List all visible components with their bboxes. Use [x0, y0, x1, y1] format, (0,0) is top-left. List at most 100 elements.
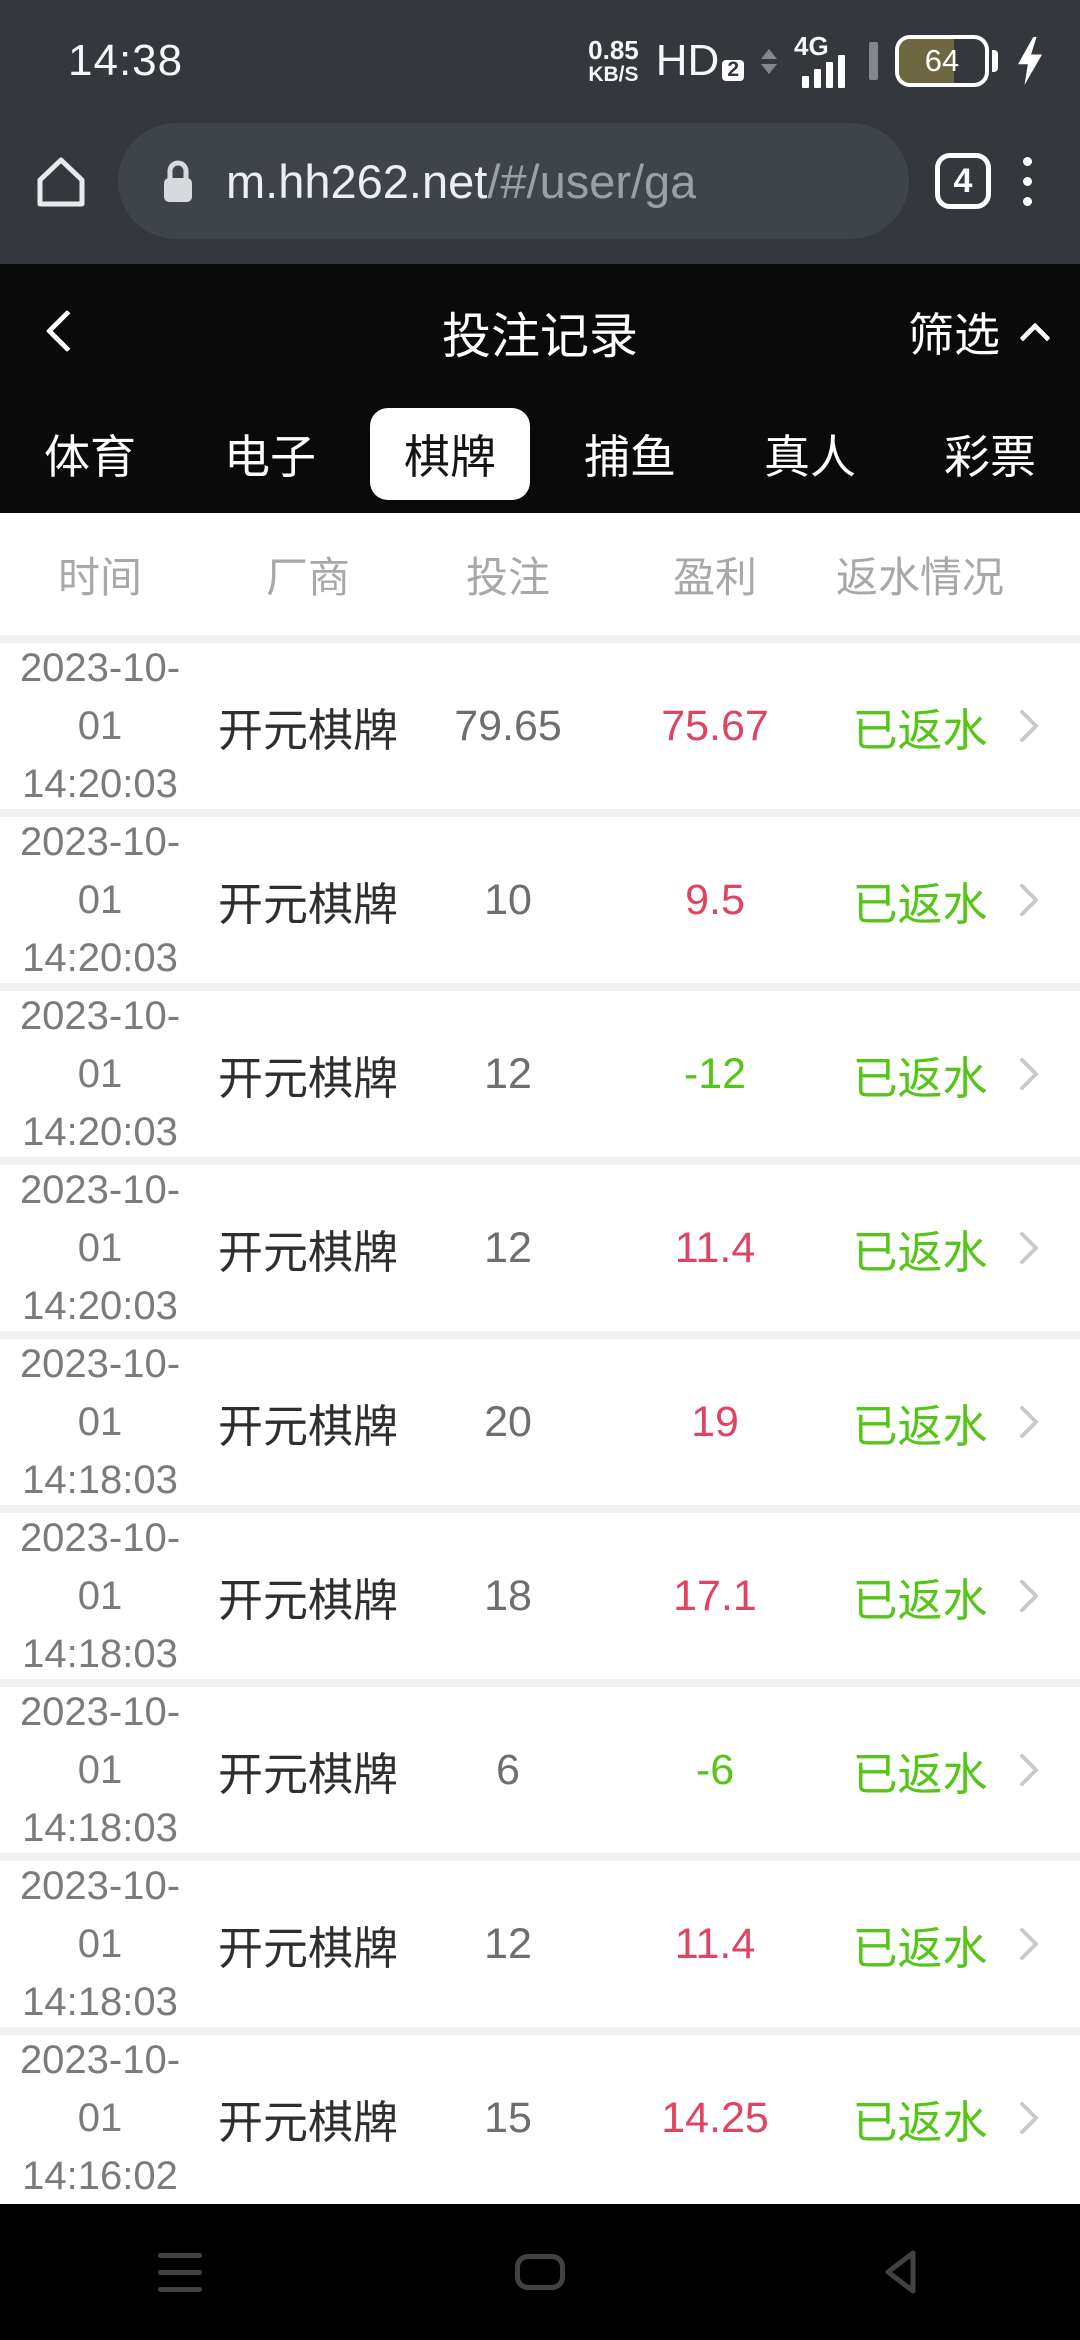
- col-header-profit: 盈利: [672, 553, 757, 601]
- bet-record-row[interactable]: 2023-10-01 14:18:03 开元棋牌 12 11.4 已返水: [0, 1853, 1080, 2027]
- nav-recents-button[interactable]: [0, 2252, 360, 2292]
- nav-recents-icon: [158, 2252, 202, 2292]
- record-time: 14:16:02: [22, 2154, 178, 2198]
- home-icon[interactable]: [30, 150, 92, 212]
- record-datetime: 2023-10-01 14:18:03: [0, 1857, 200, 2031]
- record-bet-amount: 12: [484, 1919, 532, 1968]
- category-tab-label: 电子: [224, 430, 316, 483]
- nav-back-icon: [885, 2250, 916, 2294]
- record-time: 14:20:03: [22, 936, 178, 980]
- category-tab[interactable]: 捕鱼: [540, 408, 720, 500]
- record-datetime: 2023-10-01 14:20:03: [0, 987, 200, 1161]
- bet-record-row[interactable]: 2023-10-01 14:18:03 开元棋牌 6 -6 已返水: [0, 1679, 1080, 1853]
- chevron-right-icon: [1005, 1405, 1039, 1439]
- bet-record-row[interactable]: 2023-10-01 14:18:03 开元棋牌 20 19 已返水: [0, 1331, 1080, 1505]
- url-path: /#/user/ga: [487, 154, 697, 208]
- bet-record-row[interactable]: 2023-10-01 14:20:03 开元棋牌 79.65 75.67 已返水: [0, 635, 1080, 809]
- battery-nub: [992, 50, 998, 72]
- sim2-signal-icon: [869, 42, 878, 80]
- chevron-right-icon: [1005, 1927, 1039, 1961]
- record-profit: -12: [683, 1049, 747, 1098]
- network-type-label: 4G: [794, 31, 829, 61]
- overflow-menu-icon[interactable]: [1023, 156, 1032, 206]
- category-tab[interactable]: 体育: [0, 408, 180, 500]
- record-profit: 14.25: [661, 2093, 769, 2142]
- hd-sub-badge: 2: [722, 59, 744, 81]
- col-header-rebate: 返水情况: [835, 553, 1004, 601]
- category-tab-label: 体育: [44, 430, 136, 483]
- record-rebate-status: 已返水: [852, 1052, 988, 1104]
- page-header: 投注记录 筛选: [0, 264, 1080, 400]
- lock-icon: [164, 160, 192, 202]
- chevron-right-icon: [1005, 709, 1039, 743]
- record-bet-amount: 12: [484, 1049, 532, 1098]
- record-profit: 19: [691, 1397, 739, 1446]
- category-tab[interactable]: 棋牌: [360, 407, 540, 500]
- record-profit: 75.67: [661, 701, 769, 750]
- category-tab-label: 彩票: [944, 430, 1036, 483]
- record-profit: 11.4: [674, 1223, 756, 1272]
- record-date: 2023-10-01: [19, 1168, 181, 1270]
- battery-icon: 64: [895, 35, 998, 87]
- record-vendor: 开元棋牌: [217, 704, 398, 756]
- category-tab-label: 棋牌: [370, 407, 530, 500]
- record-list: 2023-10-01 14:20:03 开元棋牌 79.65 75.67 已返水…: [0, 635, 1080, 2201]
- filter-button[interactable]: 筛选: [908, 299, 1051, 365]
- record-profit: 11.4: [674, 1919, 756, 1968]
- browser-toolbar: m.hh262.net/#/user/ga 4: [0, 108, 1080, 264]
- record-vendor: 开元棋牌: [217, 1922, 398, 1974]
- record-bet-amount: 10: [484, 875, 532, 924]
- record-datetime: 2023-10-01 14:20:03: [0, 1161, 200, 1335]
- bet-record-row[interactable]: 2023-10-01 14:16:02 开元棋牌 15 14.25 已返水: [0, 2027, 1080, 2201]
- bet-record-row[interactable]: 2023-10-01 14:20:03 开元棋牌 12 11.4 已返水: [0, 1157, 1080, 1331]
- record-date: 2023-10-01: [19, 646, 181, 748]
- chevron-right-icon: [1005, 2101, 1039, 2135]
- battery-fill: [899, 39, 955, 83]
- record-time: 14:18:03: [22, 1458, 178, 1502]
- record-vendor: 开元棋牌: [217, 1400, 398, 1452]
- bet-record-row[interactable]: 2023-10-01 14:20:03 开元棋牌 10 9.5 已返水: [0, 809, 1080, 983]
- record-vendor: 开元棋牌: [217, 1226, 398, 1278]
- record-date: 2023-10-01: [19, 994, 181, 1096]
- chevron-up-icon: [1019, 322, 1051, 354]
- record-date: 2023-10-01: [19, 1690, 181, 1792]
- record-datetime: 2023-10-01 14:20:03: [0, 639, 200, 813]
- record-time: 14:18:03: [22, 1980, 178, 2024]
- record-datetime: 2023-10-01 14:18:03: [0, 1683, 200, 1857]
- col-header-bet: 投注: [465, 553, 550, 601]
- category-tab[interactable]: 电子: [180, 408, 360, 500]
- record-rebate-status: 已返水: [852, 2096, 988, 2148]
- record-time: 14:18:03: [22, 1632, 178, 1676]
- network-speed-unit: KB/S: [588, 62, 639, 86]
- record-bet-amount: 20: [484, 1397, 532, 1446]
- content-filler: [0, 2201, 1080, 2204]
- bet-record-row[interactable]: 2023-10-01 14:18:03 开元棋牌 18 17.1 已返水: [0, 1505, 1080, 1679]
- android-nav-bar: [0, 2204, 1080, 2340]
- record-date: 2023-10-01: [19, 1516, 181, 1618]
- browser-chrome: 14:38 0.85 KB/S HD 2 4G 64: [0, 0, 1080, 264]
- record-rebate-status: 已返水: [852, 1400, 988, 1452]
- nav-home-button[interactable]: [360, 2254, 720, 2290]
- record-rebate-status: 已返水: [852, 704, 988, 756]
- category-tab[interactable]: 真人: [720, 408, 900, 500]
- chevron-right-icon: [1005, 1057, 1039, 1091]
- record-rebate-status: 已返水: [852, 878, 988, 930]
- record-time: 14:20:03: [22, 1284, 178, 1328]
- record-date: 2023-10-01: [19, 820, 181, 922]
- category-tab[interactable]: 彩票: [900, 408, 1080, 500]
- record-date: 2023-10-01: [19, 1864, 181, 1966]
- record-vendor: 开元棋牌: [217, 1748, 398, 1800]
- record-profit: 9.5: [685, 875, 745, 924]
- record-rebate-status: 已返水: [852, 1574, 988, 1626]
- record-datetime: 2023-10-01 14:18:03: [0, 1335, 200, 1509]
- url-bar[interactable]: m.hh262.net/#/user/ga: [118, 123, 909, 239]
- tab-count-box[interactable]: 4: [935, 153, 991, 209]
- bet-record-row[interactable]: 2023-10-01 14:20:03 开元棋牌 12 -12 已返水: [0, 983, 1080, 1157]
- nav-back-button[interactable]: [720, 2247, 1080, 2297]
- record-date: 2023-10-01: [19, 2038, 181, 2140]
- record-time: 14:18:03: [22, 1806, 178, 1850]
- record-time: 14:20:03: [22, 762, 178, 806]
- record-datetime: 2023-10-01 14:16:02: [0, 2031, 200, 2205]
- record-rebate-status: 已返水: [852, 1226, 988, 1278]
